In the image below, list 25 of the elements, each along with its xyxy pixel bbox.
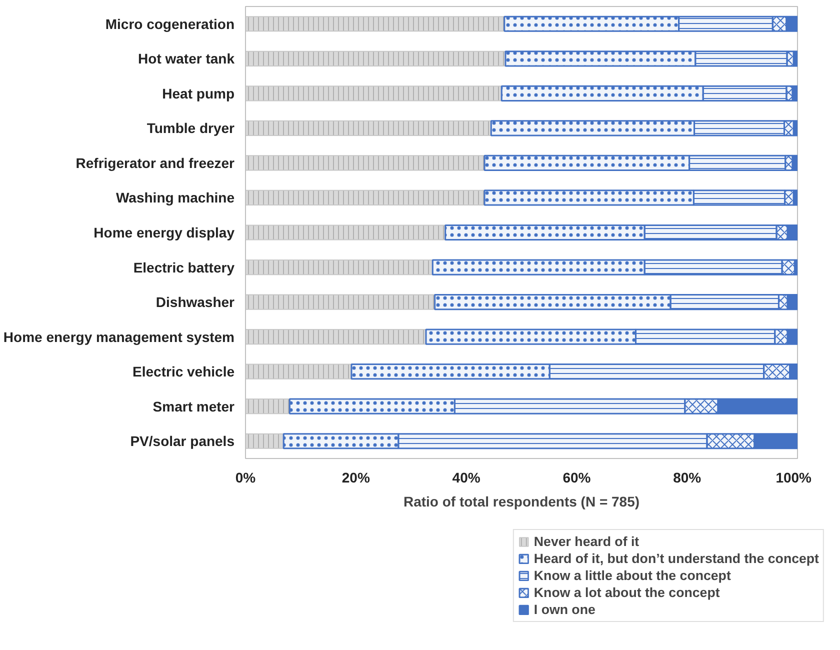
y-tick-label: Tumble dryer [146, 120, 236, 136]
y-tick-label: Smart meter [152, 398, 236, 414]
legend-label: I own one [534, 602, 596, 617]
legend-label: Know a little about the concept [534, 568, 731, 583]
y-tick-label: Heat pump [162, 85, 235, 102]
x-axis-title: Ratio of total respondents (N = 785) [403, 494, 640, 510]
y-tick-label: Home energy display [94, 224, 235, 240]
x-tick-label: 80% [673, 470, 702, 486]
y-tick-label: Electric vehicle [132, 364, 235, 380]
y-tick-label: Home energy management system [3, 328, 235, 345]
y-tick-label: Hot water tank [138, 50, 235, 67]
y-tick-label: PV/solar panels [130, 433, 235, 450]
y-tick-label: Washing machine [116, 190, 235, 206]
x-tick-label: 20% [342, 470, 370, 486]
legend-label: Heard of it, but don’t understand the concept [534, 551, 819, 566]
x-tick-label: 0% [235, 470, 256, 486]
y-tick-label: Refrigerator and freezer [76, 154, 236, 171]
x-tick-label: 40% [452, 470, 481, 486]
x-tick-label: 60% [562, 470, 592, 486]
y-tick-label: Electric battery [133, 259, 235, 276]
legend-label: Know a lot about the concept [534, 585, 720, 600]
legend-label: Never heard of it [534, 534, 640, 549]
y-tick-label: Dishwasher [156, 294, 236, 310]
y-tick-label: Micro cogeneration [105, 16, 235, 32]
x-tick-label: 100% [776, 470, 812, 486]
